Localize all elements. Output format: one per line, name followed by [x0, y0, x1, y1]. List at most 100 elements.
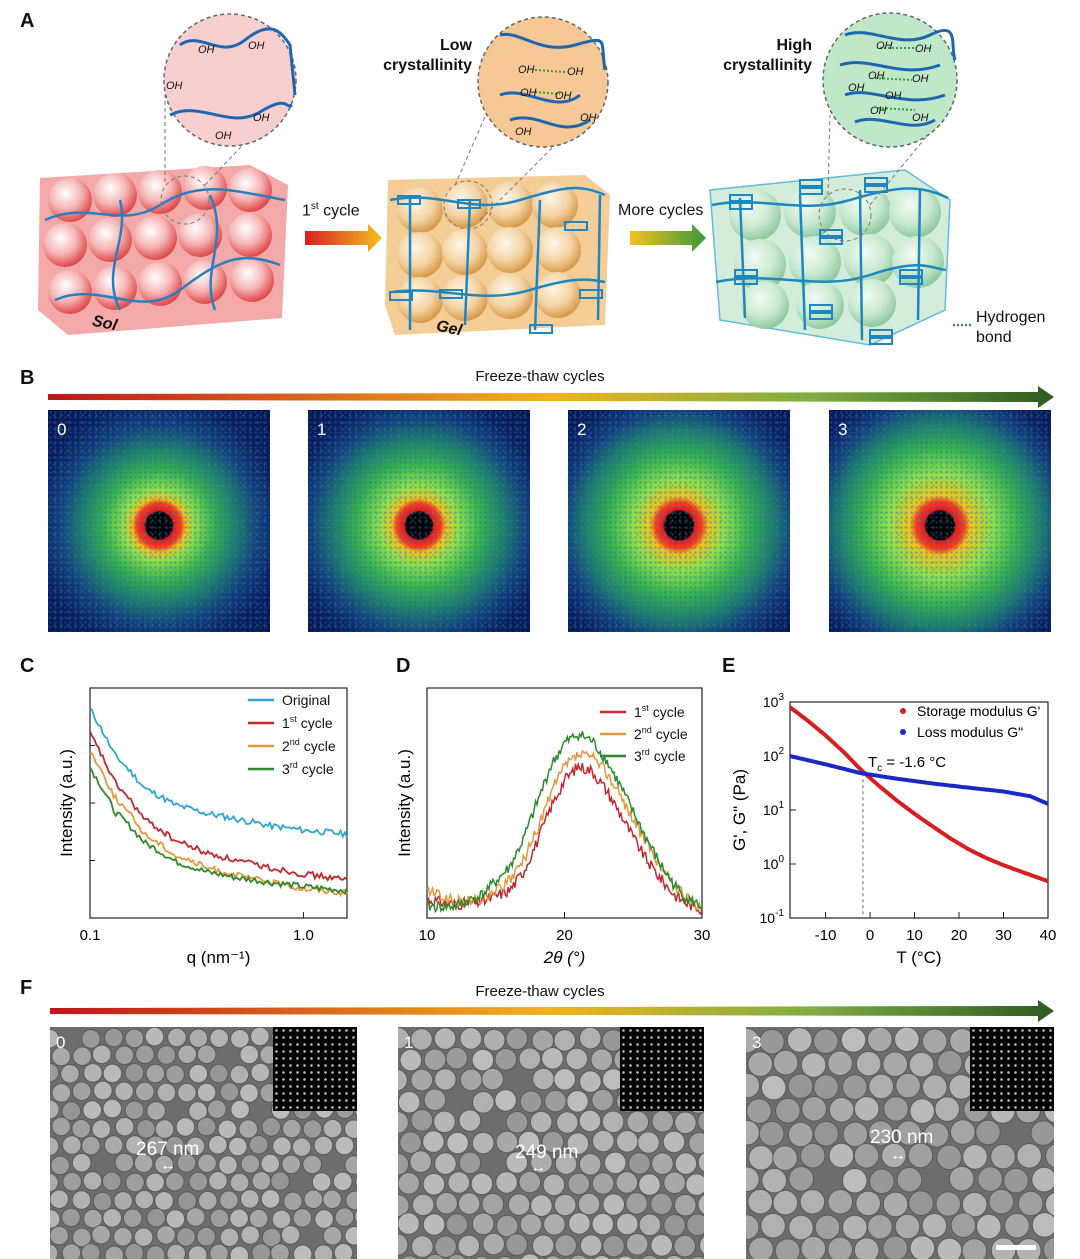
- high-crystallinity-box: [709, 169, 951, 346]
- freeze-thaw-gradient-bar-b: [48, 386, 1054, 408]
- oh-label: OH: [166, 80, 183, 92]
- particle-texture: [398, 1027, 704, 1259]
- legend-marker-e: [900, 708, 906, 714]
- saxs-number: 1: [317, 420, 327, 439]
- series-line-d: [426, 761, 703, 916]
- y-axis-label-e: G', G" (Pa): [730, 769, 749, 851]
- legend-label-c: 1st cycle: [282, 714, 333, 731]
- x-tick-label-d: 30: [694, 927, 711, 944]
- y-tick-label-e: 103: [763, 692, 785, 710]
- saxs-pattern-2: 2: [568, 410, 790, 632]
- saxs-pattern-1: 1: [308, 410, 530, 632]
- high-crystallinity-label: High crystallinity: [700, 36, 812, 76]
- x-tick-label-d: 10: [419, 927, 436, 944]
- oh-label: OH: [555, 90, 572, 102]
- oh-label: OH: [915, 43, 932, 55]
- oh-label: OH: [868, 70, 885, 82]
- first-cycle-label: 1st cycle: [302, 201, 360, 220]
- hydrogen-bond-line-2: bond: [976, 329, 1012, 346]
- particle-size-arrow: ↔: [890, 1147, 906, 1164]
- hydrogen-bond-label: Hydrogen bond: [976, 308, 1045, 348]
- particle-size-label: 267 nm: [136, 1139, 200, 1160]
- oh-label: OH: [520, 87, 537, 99]
- legend-label-c: Original: [282, 692, 330, 708]
- series-line-d: [426, 731, 703, 914]
- plot-frame-d: [426, 687, 703, 919]
- x-tick-label-e: 20: [951, 927, 968, 944]
- x-tick-label-e: 0: [866, 927, 874, 944]
- scheme-illustration: [38, 12, 972, 346]
- legend-label-c: 3rd cycle: [282, 760, 334, 777]
- first-cycle-num: 1: [302, 202, 311, 220]
- sol-box: [38, 165, 288, 335]
- sem-number: 0: [56, 1033, 66, 1052]
- gel-box: [385, 175, 610, 335]
- first-cycle-arrow: [305, 224, 382, 252]
- saxs-number: 0: [57, 420, 67, 439]
- low-crystallinity-line-1: Low: [440, 37, 472, 54]
- oh-label: OH: [885, 90, 902, 102]
- x-tick-label-e: 30: [995, 927, 1012, 944]
- panel-label-e: E: [722, 655, 736, 677]
- x-tick-label-c: 0.1: [80, 927, 101, 944]
- x-axis-label-e: T (°C): [896, 948, 941, 967]
- oh-label: OH: [248, 40, 265, 52]
- saxs-pattern-0: 0: [48, 410, 270, 632]
- freeze-thaw-label-f: Freeze-thaw cycles: [475, 983, 605, 1000]
- series-line-c: [89, 767, 348, 896]
- legend-label-d: 2nd cycle: [634, 725, 688, 742]
- oh-label: OH: [912, 73, 929, 85]
- y-tick-label-e: 10-1: [760, 908, 785, 926]
- more-cycles-arrow: [630, 224, 706, 252]
- freeze-thaw-label-b: Freeze-thaw cycles: [475, 368, 605, 385]
- x-axis-label-d: 2θ (°): [543, 948, 586, 967]
- legend-label-d: 1st cycle: [634, 703, 685, 720]
- panel-label-f: F: [20, 977, 33, 999]
- high-crystallinity-line-2: crystallinity: [723, 57, 812, 74]
- sem-image-0: 0 267 nm ↔: [50, 1027, 357, 1259]
- oh-label: OH: [580, 112, 597, 124]
- oh-label: OH: [198, 44, 215, 56]
- scale-bar: [996, 1245, 1036, 1250]
- x-tick-label-e: 10: [906, 927, 923, 944]
- oh-label: OH: [870, 105, 887, 117]
- y-tick-label-e: 100: [763, 854, 785, 872]
- low-crystallinity-line-2: crystallinity: [383, 57, 472, 74]
- legend-label-e: Loss modulus G": [917, 724, 1023, 740]
- legend-label-c: 2nd cycle: [282, 737, 336, 754]
- sem-image-1: 1 249 nm ↔: [398, 1027, 704, 1259]
- oh-label: OH: [876, 40, 893, 52]
- saxs-number: 2: [577, 420, 587, 439]
- particle-texture: [50, 1027, 357, 1259]
- y-tick-label-e: 102: [763, 746, 785, 764]
- series-line-e: [789, 754, 1049, 806]
- low-crystallinity-label: Low crystallinity: [360, 36, 472, 76]
- x-tick-label-e: -10: [815, 927, 837, 944]
- fft-inset: [970, 1027, 1054, 1111]
- x-axis-label-c: q (nm⁻¹): [187, 948, 251, 967]
- saxs-number: 3: [838, 420, 848, 439]
- oh-label: OH: [518, 64, 535, 76]
- legend-label-d: 3rd cycle: [634, 747, 686, 764]
- high-crystallinity-line-1: High: [776, 37, 812, 54]
- series-line-c: [89, 730, 348, 882]
- panel-label-b: B: [20, 367, 35, 389]
- x-tick-label-d: 20: [556, 927, 573, 944]
- particle-size-arrow: ↔: [160, 1157, 176, 1174]
- legend-label-e: Storage modulus G': [917, 703, 1040, 719]
- sem-number: 1: [404, 1033, 414, 1052]
- tc-annotation-e: Tc = -1.6 °C: [868, 754, 946, 774]
- oh-label: OH: [567, 66, 584, 78]
- y-axis-label-d: Intensity (a.u.): [395, 749, 414, 857]
- particle-texture: [746, 1027, 1054, 1259]
- oh-label: OH: [253, 112, 270, 124]
- saxs-pattern-3: 3: [829, 410, 1051, 632]
- sem-image-3: 3 230 nm ↔: [746, 1027, 1054, 1259]
- oh-label: OH: [215, 130, 232, 142]
- first-cycle-rest: cycle: [318, 202, 360, 220]
- oh-label: OH: [848, 82, 865, 94]
- particle-size-arrow: ↔: [530, 1159, 546, 1176]
- series-line-d: [426, 749, 703, 911]
- hydrogen-bond-line-1: Hydrogen: [976, 309, 1046, 326]
- y-axis-label-c: Intensity (a.u.): [57, 749, 76, 857]
